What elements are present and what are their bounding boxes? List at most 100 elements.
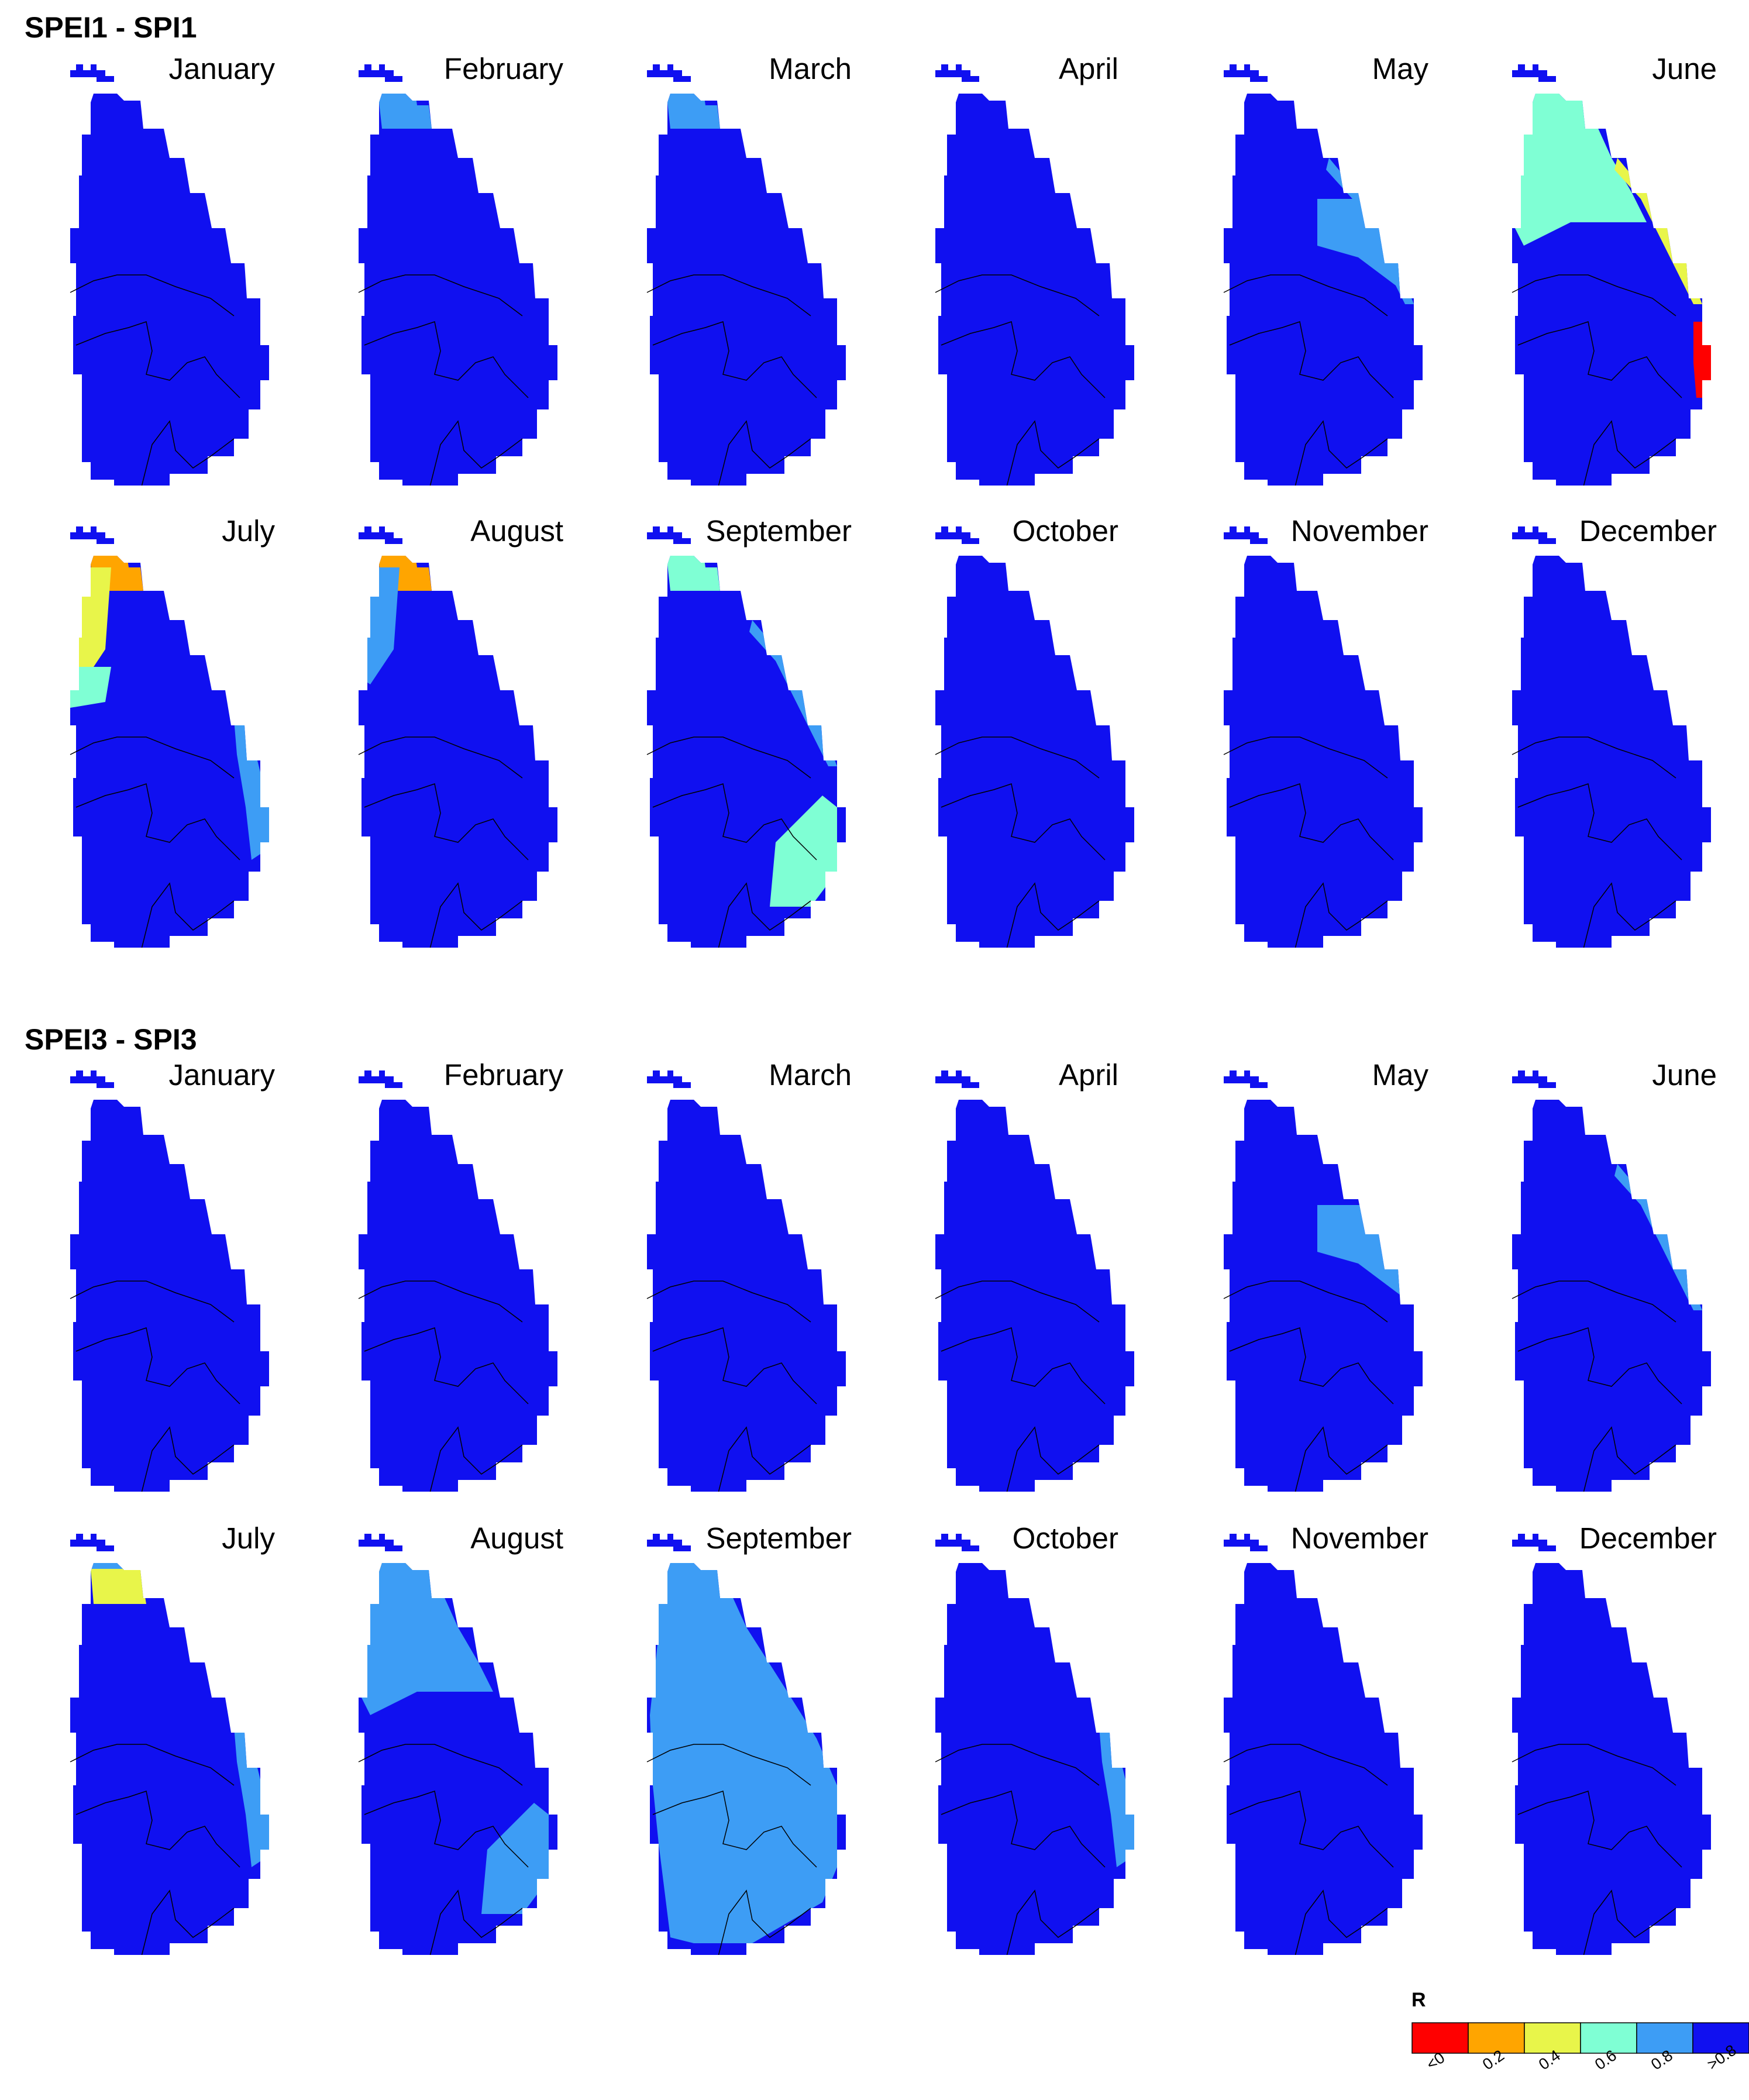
map-panel-spei3-february: February: [288, 1030, 563, 1492]
map-svg: [1223, 64, 1423, 486]
month-label: September: [705, 1521, 852, 1555]
map-panel-spei1-october: October: [865, 486, 1140, 948]
zone-boundary-1: [941, 321, 1106, 398]
island-base: [647, 94, 846, 486]
map-panel-spei1-january: January: [0, 23, 275, 486]
zone-boundary-1: [1517, 1791, 1682, 1868]
zone-boundary-2: [1583, 882, 1676, 948]
month-label: January: [168, 52, 275, 85]
zone-boundary-0: [1512, 736, 1676, 779]
island-base: [1512, 1563, 1711, 1955]
island-base: [70, 1100, 269, 1492]
zone-boundary-0: [70, 1744, 235, 1786]
correlation-patch-north-tip: [659, 556, 720, 591]
zone-boundary-2: [429, 420, 523, 486]
zone-boundary-2: [718, 1889, 811, 1955]
zone-boundary-2: [1294, 1426, 1388, 1492]
section-title-spei1: SPEI1 - SPI1: [25, 11, 197, 44]
zone-boundary-1: [652, 1791, 817, 1868]
zone-boundary-1: [364, 321, 529, 398]
correlation-patch-most: [650, 1563, 837, 1943]
zone-boundary-1: [75, 1791, 240, 1868]
zone-boundary-0: [935, 274, 1100, 316]
map-svg: [358, 1070, 557, 1492]
island-base: [1224, 1100, 1423, 1492]
map-svg: [935, 526, 1134, 948]
zone-boundary-2: [141, 882, 235, 948]
correlation-patch-east-edge: [1099, 1727, 1134, 1867]
month-label: May: [1372, 52, 1428, 85]
north-islet: [1224, 64, 1268, 82]
month-label: November: [1290, 514, 1428, 548]
map-panel-spei1-july: July: [0, 486, 275, 948]
zone-boundary-2: [141, 1426, 235, 1492]
north-islet: [647, 1534, 691, 1551]
zone-boundary-1: [364, 1327, 529, 1404]
map-svg: [935, 1070, 1134, 1492]
correlation-patch-north: [91, 1569, 146, 1604]
month-label: June: [1652, 1058, 1717, 1092]
zone-boundary-1: [1517, 1327, 1682, 1404]
zone-boundary-2: [1294, 420, 1388, 486]
correlation-patch-southeast: [770, 796, 837, 907]
month-label: February: [443, 1058, 563, 1092]
zone-boundary-2: [1006, 882, 1100, 948]
map-panel-spei1-april: April: [865, 23, 1140, 486]
legend-swatch: [1411, 2022, 1469, 2054]
map-panel-spei1-december: December: [1442, 486, 1717, 948]
north-islet: [359, 1070, 402, 1088]
map-svg: [70, 1534, 269, 1955]
island-base: [70, 556, 269, 948]
island-base: [647, 1100, 846, 1492]
month-label: July: [222, 514, 275, 548]
map-panel-spei3-august: August: [288, 1493, 563, 1955]
zone-boundary-1: [75, 783, 240, 860]
north-islet: [359, 526, 402, 544]
zone-boundary-1: [1229, 321, 1394, 398]
zone-boundary-0: [935, 1280, 1100, 1323]
map-panel-spei1-august: August: [288, 486, 563, 948]
map-svg: [1512, 1534, 1711, 1955]
island-base: [1512, 1100, 1711, 1492]
zone-boundary-1: [652, 321, 817, 398]
zone-boundary-1: [1517, 321, 1682, 398]
zone-boundary-0: [70, 274, 235, 316]
zone-boundary-2: [1583, 1889, 1676, 1955]
legend-swatch: [1580, 2022, 1637, 2054]
zone-boundary-2: [1006, 1889, 1100, 1955]
island-base: [359, 94, 557, 486]
north-islet: [70, 64, 114, 82]
island-base: [359, 1100, 557, 1492]
zone-boundary-0: [1512, 1280, 1676, 1323]
map-svg: [935, 1534, 1134, 1955]
month-label: May: [1372, 1058, 1428, 1092]
zone-boundary-2: [141, 1889, 235, 1955]
map-svg: [358, 526, 557, 948]
island-base: [935, 1563, 1134, 1955]
north-islet: [70, 526, 114, 544]
island-base: [1512, 556, 1711, 948]
zone-boundary-1: [75, 321, 240, 398]
north-islet: [1512, 1534, 1556, 1551]
map-panel-spei1-november: November: [1154, 486, 1428, 948]
north-islet: [935, 526, 979, 544]
map-svg: [935, 64, 1134, 486]
zone-boundary-2: [429, 882, 523, 948]
zone-boundary-0: [1223, 736, 1388, 779]
map-svg: [358, 64, 557, 486]
zone-boundary-0: [1223, 274, 1388, 316]
month-label: June: [1652, 52, 1717, 85]
zone-boundary-0: [70, 1280, 235, 1323]
north-islet: [647, 64, 691, 82]
north-islet: [935, 64, 979, 82]
zone-boundary-2: [718, 420, 811, 486]
month-label: September: [705, 514, 852, 548]
correlation-patch-southeast-edge: [1693, 322, 1711, 398]
map-panel-spei3-november: November: [1154, 1493, 1428, 1955]
north-islet: [1512, 1070, 1556, 1088]
zone-boundary-1: [941, 783, 1106, 860]
correlation-patch-northwest: [73, 567, 111, 684]
map-panel-spei3-september: September: [577, 1493, 852, 1955]
month-label: November: [1290, 1521, 1428, 1555]
map-panel-spei3-june: June: [1442, 1030, 1717, 1492]
